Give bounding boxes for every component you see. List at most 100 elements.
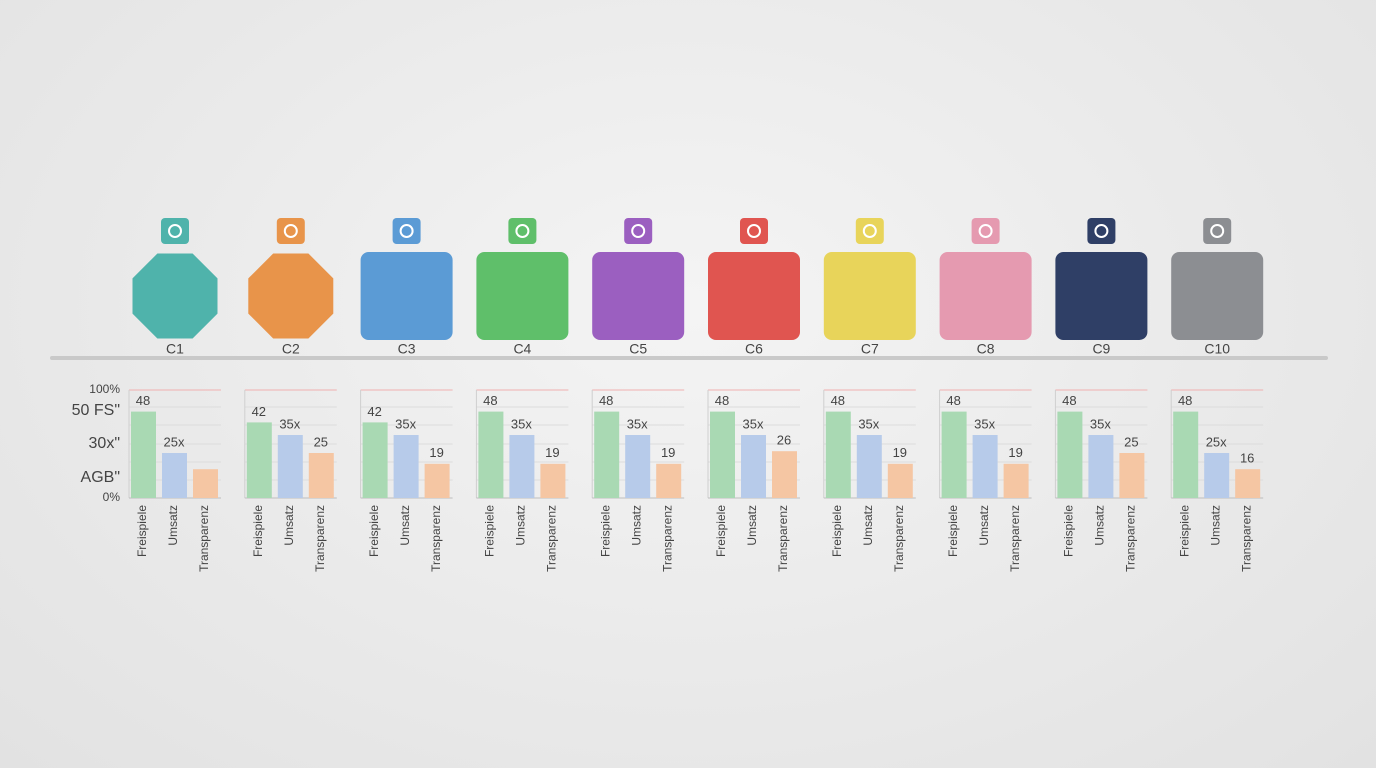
bar: [941, 411, 967, 498]
card-icon-glyph: [399, 224, 414, 238]
card-icon-glyph: [1094, 224, 1109, 238]
card-icon-glyph: [862, 224, 877, 238]
bar: [393, 435, 419, 498]
value-label: 48: [483, 393, 497, 408]
card-icon: [161, 218, 189, 244]
category-label: Transparenz: [1239, 505, 1253, 572]
value-label: 19: [545, 445, 559, 460]
value-label: 35x: [974, 416, 995, 431]
card-icon: [276, 218, 305, 244]
bar: [193, 469, 218, 498]
card-icon: [392, 218, 421, 244]
card-icon: [971, 218, 1000, 244]
value-label: 35x: [395, 416, 416, 431]
category-label: Umsatz: [629, 505, 643, 546]
category-label: Freispiele: [830, 505, 844, 557]
value-label: 48: [946, 393, 960, 408]
value-label: 35x: [743, 416, 764, 431]
card-shape: [592, 252, 685, 340]
card-icon-glyph: [515, 224, 530, 238]
value-label: 35x: [1090, 416, 1111, 431]
bar: [772, 451, 797, 498]
bar: [362, 422, 388, 498]
bar: [710, 411, 735, 498]
card-label: C9: [1092, 341, 1110, 357]
bar: [825, 411, 851, 498]
value-label: 25: [314, 434, 328, 449]
category-label: Freispiele: [483, 505, 497, 557]
category-label: Freispiele: [946, 505, 960, 557]
card-shape: [1171, 252, 1264, 340]
value-label: 19: [893, 445, 907, 460]
bar: [1235, 469, 1261, 498]
bar: [478, 411, 504, 498]
bar: [1003, 463, 1029, 498]
category-label: Freispiele: [598, 505, 612, 557]
card-label: C5: [629, 341, 647, 357]
value-label: 19: [429, 445, 443, 460]
category-label: Transparenz: [429, 505, 443, 572]
value-label: 48: [1062, 393, 1076, 408]
category-label: Transparenz: [1008, 505, 1022, 572]
category-label: Freispiele: [714, 505, 728, 557]
card-shape: [1055, 252, 1148, 340]
category-label: Transparenz: [545, 505, 559, 572]
card-icon: [740, 218, 768, 244]
category-label: Freispiele: [135, 505, 149, 557]
card-shape: [823, 252, 916, 340]
value-label: 35x: [511, 416, 532, 431]
bar: [308, 453, 334, 498]
bar: [424, 463, 450, 498]
bar: [972, 435, 998, 498]
card-label: C1: [166, 341, 184, 357]
category-label: Freispiele: [251, 505, 265, 557]
bar: [887, 463, 913, 498]
category-label: Freispiele: [1062, 505, 1076, 557]
card-shape: [476, 252, 569, 340]
value-label: 19: [1008, 445, 1022, 460]
value-label: 19: [661, 445, 675, 460]
axis-label: 0%: [103, 490, 121, 504]
category-label: Umsatz: [166, 505, 180, 546]
value-label: 48: [599, 393, 613, 408]
category-label: Transparenz: [660, 505, 674, 572]
category-label: Freispiele: [1177, 505, 1191, 557]
bar: [1204, 453, 1230, 498]
value-label: 42: [367, 404, 381, 419]
card-icon-glyph: [168, 224, 182, 238]
card-shape: [939, 252, 1032, 340]
card-label: C7: [861, 341, 879, 357]
category-label: Umsatz: [745, 505, 759, 546]
bar: [1119, 453, 1145, 498]
card-icon: [1087, 218, 1116, 244]
bar: [1088, 435, 1114, 498]
value-label: 42: [252, 404, 266, 419]
bar: [246, 422, 272, 498]
category-label: Freispiele: [367, 505, 381, 557]
bar: [856, 435, 882, 498]
card-shape: [248, 253, 334, 339]
category-label: Transparenz: [892, 505, 906, 572]
bar: [656, 463, 682, 498]
axis-label: AGB": [81, 469, 120, 486]
value-label: 35x: [627, 416, 648, 431]
category-label: Umsatz: [1093, 505, 1107, 546]
bar: [277, 435, 303, 498]
bar: [1057, 411, 1083, 498]
card-shape: [360, 252, 453, 340]
card-label: C3: [398, 341, 416, 357]
card-icon-glyph: [978, 224, 993, 238]
card-shape: [132, 253, 218, 339]
category-label: Transparenz: [1124, 505, 1138, 572]
card-icon-glyph: [1210, 224, 1225, 238]
category-label: Umsatz: [282, 505, 296, 546]
category-label: Umsatz: [861, 505, 875, 546]
bar: [540, 463, 566, 498]
category-label: Umsatz: [514, 505, 528, 546]
card-icon-glyph: [631, 224, 646, 238]
category-label: Transparenz: [776, 505, 790, 572]
card-icon: [855, 218, 884, 244]
card-icon: [1203, 218, 1232, 244]
